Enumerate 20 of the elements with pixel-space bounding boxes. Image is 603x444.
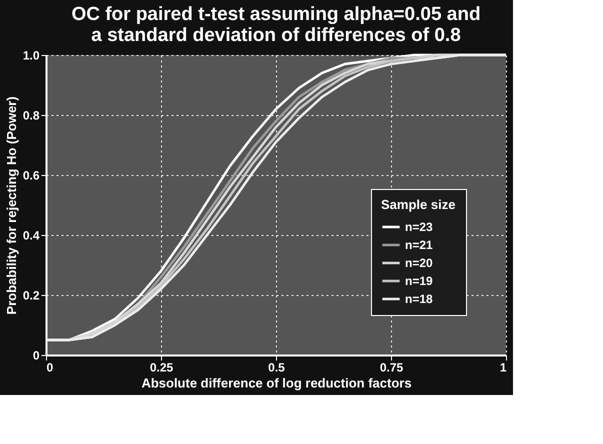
y-tick-label: 0.8	[22, 108, 40, 122]
y-tick-label: 1.0	[22, 48, 40, 62]
x-tick-label: 0.75	[380, 360, 404, 374]
y-tick-label: 0.6	[22, 168, 40, 182]
x-tick-label: 0.5	[268, 360, 286, 374]
x-tick-label: 1	[500, 360, 507, 374]
legend-label: n=21	[405, 238, 434, 252]
chart-title: OC for paired t-test assuming alpha=0.05 and a standard deviation of differences of 0.8	[71, 4, 481, 46]
legend-label: n=18	[405, 292, 434, 306]
legend-label: n=23	[405, 220, 434, 234]
y-tick-label: 0.2	[22, 288, 40, 302]
legend-title: Sample size	[381, 197, 456, 212]
legend-label: n=19	[405, 274, 434, 288]
y-tick-label: 0	[32, 348, 40, 362]
x-axis-title: Absolute difference of log reduction factors	[141, 376, 412, 390]
y-axis-title: Probability for rejecting Ho (Power)	[4, 96, 19, 315]
legend-label: n=20	[405, 256, 434, 270]
x-tick-label: 0.25	[150, 360, 174, 374]
x-tick-label: 0	[46, 360, 54, 374]
y-tick-label: 0.4	[22, 228, 40, 242]
